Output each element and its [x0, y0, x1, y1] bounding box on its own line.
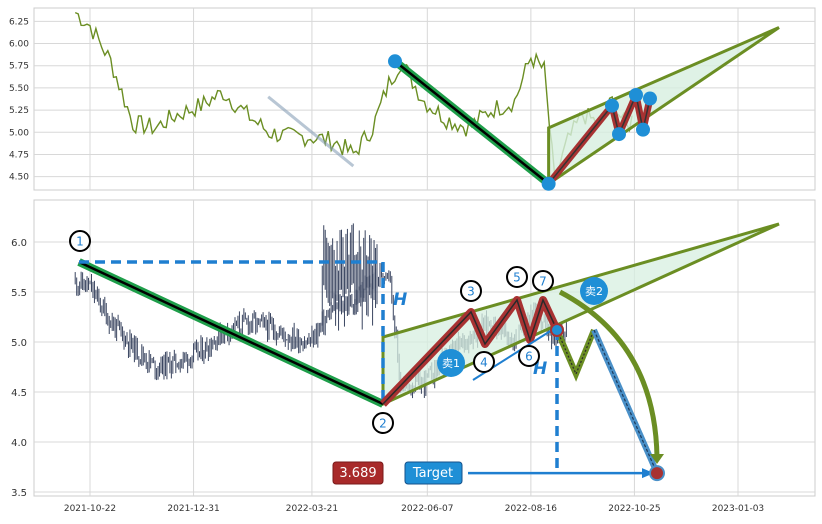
- x-tick-label: 2023-01-03: [712, 504, 764, 514]
- sell-marker: [437, 349, 465, 377]
- overview-y-tick-label: 5.00: [9, 128, 29, 138]
- pattern-point-marker: [69, 230, 91, 252]
- overview-y-tick-label: 6.25: [9, 17, 29, 27]
- overview-pivot-node: [388, 54, 402, 69]
- x-tick-label: 2022-08-16: [505, 504, 558, 514]
- overview-y-tick-label: 5.75: [9, 62, 29, 72]
- pattern-point-label: 6: [525, 350, 533, 364]
- overview-pivot-node: [643, 91, 657, 106]
- overview-trend-black: [394, 60, 550, 185]
- target-line-head: [642, 468, 654, 479]
- overview-y-tick-label: 6.00: [9, 40, 29, 50]
- sell-marker: [580, 277, 608, 305]
- detail-y-tick-label: 6.0: [11, 238, 27, 249]
- target-point: [649, 465, 665, 482]
- x-tick-label: 2022-10-25: [608, 504, 660, 514]
- sell-marker-label: 卖2: [585, 285, 603, 298]
- overview-y-tick-label: 4.50: [9, 173, 29, 183]
- height-label-left: H: [393, 290, 407, 310]
- pattern-point-marker: [518, 345, 540, 367]
- overview-down-arrow: [267, 95, 355, 168]
- x-tick-label: 2021-10-22: [64, 504, 116, 514]
- pattern-point-label: 4: [480, 356, 488, 370]
- breakout-node: [550, 323, 564, 337]
- overview-pivot-node: [605, 98, 619, 113]
- target-value-badge: [332, 461, 384, 485]
- overview-pivot-node: [541, 176, 556, 191]
- target-value-text: 3.689: [339, 466, 376, 481]
- curved-arrow-head: [650, 454, 664, 464]
- detail-panel: 2021-10-22 2021-12-31 2022-03-21 2022-06-07…: [11, 199, 816, 514]
- overview-price-line: [74, 11, 633, 176]
- detail-y-tick-label: 5.5: [11, 288, 27, 299]
- detail-y-tick-label: 5.0: [11, 338, 27, 349]
- overview-pivot-node: [629, 88, 643, 103]
- overview-y-tick-label: 4.75: [9, 150, 29, 160]
- detail-trend-black: [78, 260, 384, 406]
- target-badge: [404, 461, 463, 485]
- pattern-point-marker: [460, 280, 482, 302]
- overview-wedge: [547, 26, 780, 187]
- height-dashed-left: [79, 260, 385, 404]
- detail-y-tick-label: 4.5: [11, 388, 27, 399]
- pattern-point-label: 1: [76, 235, 84, 249]
- pattern-point-marker: [372, 412, 394, 434]
- overview-panel: 4.50 4.75 5.00 5.25 5.50 5.75 6.00 6.25: [9, 7, 816, 191]
- pattern-point-label: 3: [467, 285, 475, 299]
- target-label-text: Target: [412, 466, 453, 481]
- x-tick-label: 2022-03-21: [286, 504, 338, 514]
- pattern-point-label: 2: [379, 417, 387, 431]
- projection-drop-core: [593, 329, 658, 474]
- x-tick-label: 2021-12-31: [167, 504, 219, 514]
- overview-plot-area: [33, 7, 816, 191]
- pattern-point-marker: [473, 351, 495, 373]
- pattern-point-marker: [532, 270, 554, 292]
- projection-wave: [554, 328, 597, 382]
- overview-y-tick-label: 5.25: [9, 106, 29, 116]
- overview-pivot-node: [636, 122, 650, 137]
- height-label-right: H: [533, 359, 547, 379]
- curved-projection-arrow: [558, 289, 660, 458]
- overview-y-tick-label: 5.50: [9, 84, 29, 94]
- pattern-point-marker: [506, 266, 528, 288]
- x-tick-label: 2022-06-07: [401, 504, 453, 514]
- detail-y-tick-label: 4.0: [11, 438, 27, 449]
- detail-wave-core: [382, 297, 558, 405]
- sell-marker-label: 卖1: [442, 357, 460, 370]
- pattern-point-label: 7: [539, 275, 547, 289]
- pattern-point-label: 5: [513, 271, 521, 285]
- detail-y-tick-label: 3.5: [11, 488, 27, 499]
- overview-pivot-node: [612, 127, 626, 142]
